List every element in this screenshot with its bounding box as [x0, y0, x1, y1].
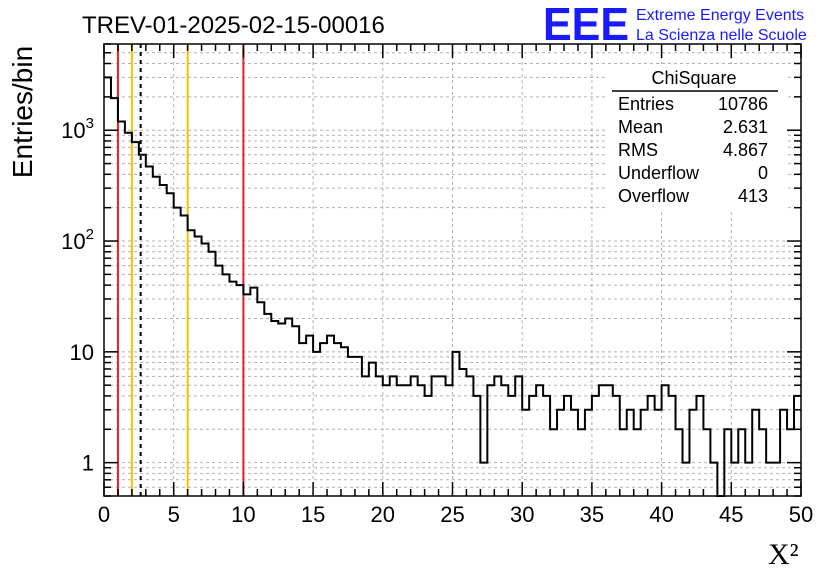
x-tick-label: 0	[98, 502, 110, 527]
stats-background	[605, 64, 785, 212]
x-tick-label: 20	[371, 502, 395, 527]
stats-label: Entries	[618, 94, 674, 114]
stats-label: Underflow	[618, 163, 700, 183]
stats-box: ChiSquare Entries 10786 Mean 2.631 RMS 4.867 U…	[605, 64, 785, 212]
stats-value: 4.867	[723, 140, 768, 160]
stats-rows: Entries 10786 Mean 2.631 RMS 4.867 Underflow 0 O…	[618, 94, 768, 206]
chart-title: TREV-01-2025-02-15-00016	[82, 12, 385, 39]
stats-value: 10786	[718, 94, 768, 114]
logo-line-2: La Scienza nelle Scuole	[636, 27, 807, 44]
histogram-series	[104, 76, 801, 497]
stats-value: 2.631	[723, 117, 768, 137]
y-axis-label: Entries/bin	[7, 46, 38, 178]
y-tick-label: 10	[70, 340, 94, 365]
stats-title: ChiSquare	[651, 68, 736, 88]
stats-value: 413	[738, 186, 768, 206]
x-tick-label: 5	[168, 502, 180, 527]
logo-mark: EEE	[543, 0, 629, 50]
x-tick-label: 25	[440, 502, 464, 527]
x-tick-label: 35	[580, 502, 604, 527]
x-axis-label: X²	[768, 538, 799, 571]
stats-label: Overflow	[618, 186, 690, 206]
x-tick-label: 50	[789, 502, 813, 527]
stats-label: Mean	[618, 117, 663, 137]
plot-frame	[103, 43, 802, 497]
stats-label: RMS	[618, 140, 658, 160]
logo-line-1: Extreme Energy Events	[636, 7, 804, 24]
x-tick-label: 30	[510, 502, 534, 527]
y-tick-label: 103	[61, 115, 94, 143]
x-tick-label: 40	[649, 502, 673, 527]
grid-lines	[104, 44, 801, 496]
x-tick-label: 15	[301, 502, 325, 527]
axes: 0 5 10 15 20 25 30 35 40 45 50 1 10 102 103	[61, 43, 813, 527]
x-tick-label: 10	[231, 502, 255, 527]
eee-logo: EEE Extreme Energy Events La Scienza nel…	[543, 0, 807, 50]
x-tick-label: 45	[719, 502, 743, 527]
y-tick-label: 102	[61, 226, 94, 254]
stats-value: 0	[758, 163, 768, 183]
y-tick-label: 1	[82, 451, 94, 476]
